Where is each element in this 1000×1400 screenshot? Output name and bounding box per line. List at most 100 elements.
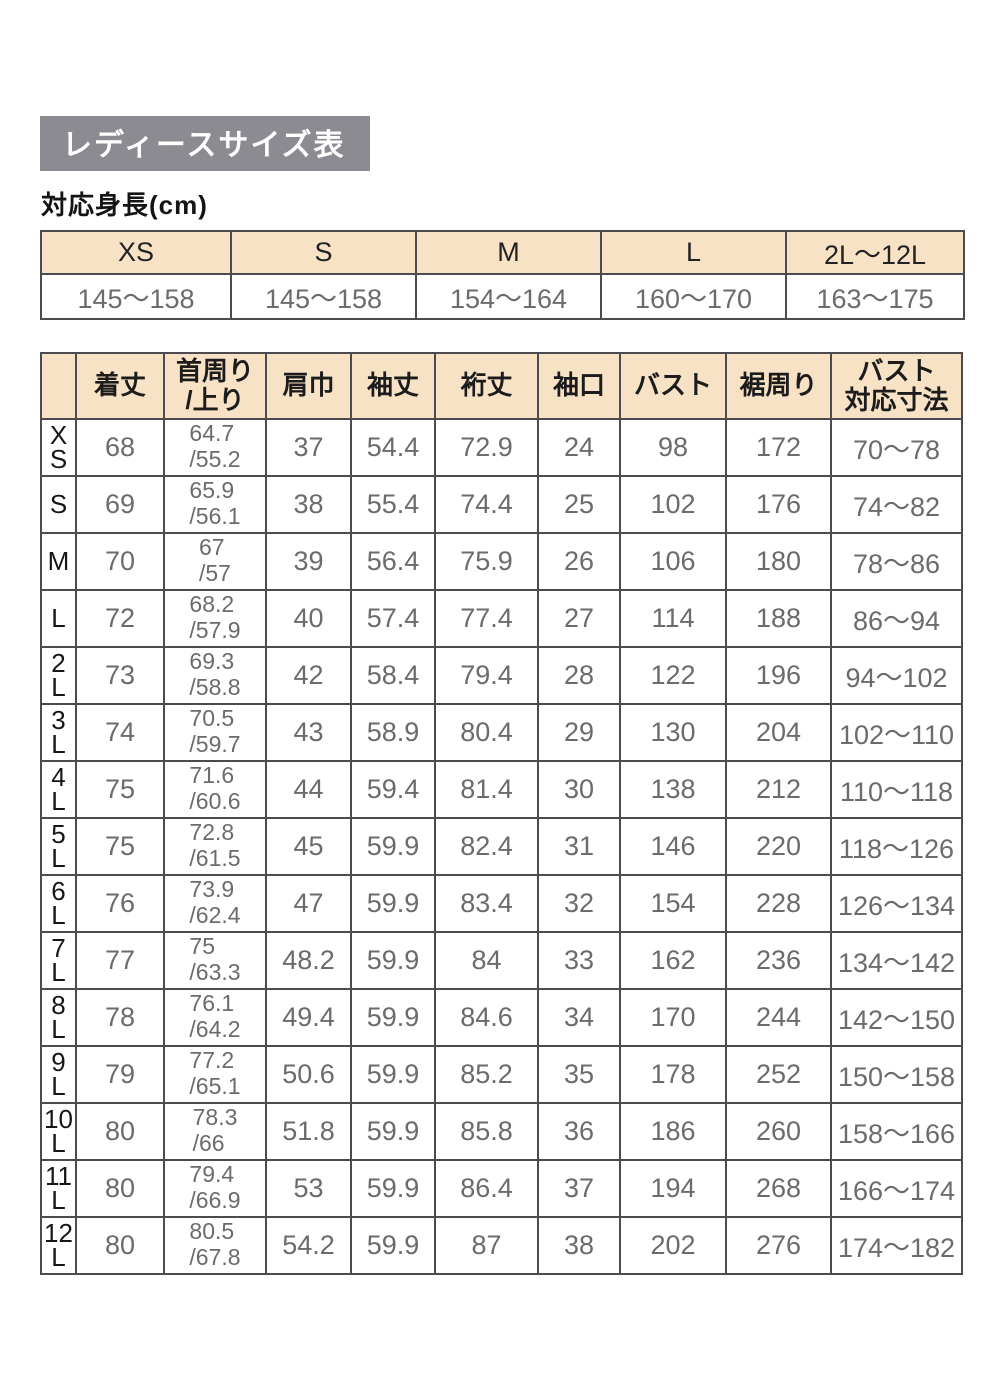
row-size-label: M xyxy=(40,532,77,591)
size-table-body: X S 68 64.7 /55.2 37 54.4 72.9 24 98 172 70～78 S 69… xyxy=(40,418,963,1275)
size-value: 59.9 xyxy=(350,1159,436,1218)
neck-value: 64.7 /55.2 xyxy=(189,420,241,472)
size-value: 73.9 /62.4 xyxy=(163,874,267,933)
row-size-label: 5 L xyxy=(40,817,77,876)
size-value: 78.3 /66 xyxy=(163,1102,267,1161)
size-value: 166～174 xyxy=(830,1159,963,1218)
row-size-label: 12 L xyxy=(40,1216,77,1275)
size-value: 74～82 xyxy=(830,475,963,534)
size-col-header-8: 裾周り xyxy=(725,352,832,420)
height-col-header-0: XS xyxy=(40,230,232,275)
size-value: 75 xyxy=(75,817,165,876)
size-value: 80 xyxy=(75,1216,165,1275)
size-value: 106 xyxy=(619,532,727,591)
size-col-header-4: 袖丈 xyxy=(350,352,436,420)
neck-value: 69.3 /58.8 xyxy=(189,648,241,700)
size-value: 42 xyxy=(265,646,352,705)
row-size-label: S xyxy=(40,475,77,534)
size-value: 54.2 xyxy=(265,1216,352,1275)
size-value: 68 xyxy=(75,418,165,477)
size-value: 186 xyxy=(619,1102,727,1161)
size-value: 53 xyxy=(265,1159,352,1218)
table-row: M 70 67 /57 39 56.4 75.9 26 106 180 78～86 xyxy=(40,532,963,591)
size-value: 44 xyxy=(265,760,352,819)
table-row: 5 L 75 72.8 /61.5 45 59.9 82.4 31 146 220 118～126 xyxy=(40,817,963,876)
size-value: 194 xyxy=(619,1159,727,1218)
size-value: 83.4 xyxy=(434,874,539,933)
size-value: 28 xyxy=(537,646,621,705)
size-value: 110～118 xyxy=(830,760,963,819)
size-value: 174～182 xyxy=(830,1216,963,1275)
size-value: 58.9 xyxy=(350,703,436,762)
size-value: 54.4 xyxy=(350,418,436,477)
height-col-header-4: 2L～12L xyxy=(785,230,965,275)
size-value: 35 xyxy=(537,1045,621,1104)
size-value: 72.9 xyxy=(434,418,539,477)
neck-value: 73.9 /62.4 xyxy=(189,876,241,928)
size-value: 34 xyxy=(537,988,621,1047)
size-value: 79.4 xyxy=(434,646,539,705)
size-value: 220 xyxy=(725,817,832,876)
size-value: 50.6 xyxy=(265,1045,352,1104)
size-value: 268 xyxy=(725,1159,832,1218)
size-value: 138 xyxy=(619,760,727,819)
size-value: 70～78 xyxy=(830,418,963,477)
size-value: 126～134 xyxy=(830,874,963,933)
size-corner-header xyxy=(40,352,77,420)
size-value: 37 xyxy=(537,1159,621,1218)
size-value: 36 xyxy=(537,1102,621,1161)
size-value: 59.4 xyxy=(350,760,436,819)
table-row: 6 L 76 73.9 /62.4 47 59.9 83.4 32 154 228 126～134 xyxy=(40,874,963,933)
size-col-header-6: 袖口 xyxy=(537,352,621,420)
size-value: 70 xyxy=(75,532,165,591)
size-value: 49.4 xyxy=(265,988,352,1047)
size-value: 59.9 xyxy=(350,988,436,1047)
neck-value: 67 /57 xyxy=(199,534,231,586)
size-value: 188 xyxy=(725,589,832,648)
size-value: 24 xyxy=(537,418,621,477)
row-size-label: L xyxy=(40,589,77,648)
size-value: 38 xyxy=(265,475,352,534)
height-value-1: 145～158 xyxy=(230,273,417,320)
size-value: 59.9 xyxy=(350,1045,436,1104)
size-value: 38 xyxy=(537,1216,621,1275)
size-value: 40 xyxy=(265,589,352,648)
height-col-header-2: M xyxy=(415,230,602,275)
height-table-value-row: 145～158 145～158 154～164 160～170 163～175 xyxy=(40,273,965,320)
size-value: 29 xyxy=(537,703,621,762)
size-value: 150～158 xyxy=(830,1045,963,1104)
size-value: 80.4 xyxy=(434,703,539,762)
size-value: 202 xyxy=(619,1216,727,1275)
size-value: 87 xyxy=(434,1216,539,1275)
size-col-header-7: バスト xyxy=(619,352,727,420)
table-row: 11 L 80 79.4 /66.9 53 59.9 86.4 37 194 268 166～17… xyxy=(40,1159,963,1218)
neck-value: 72.8 /61.5 xyxy=(189,819,241,871)
row-size-label: 8 L xyxy=(40,988,77,1047)
size-value: 85.8 xyxy=(434,1102,539,1161)
size-value: 162 xyxy=(619,931,727,990)
size-value: 37 xyxy=(265,418,352,477)
size-col-header-1: 着丈 xyxy=(75,352,165,420)
table-row: 12 L 80 80.5 /67.8 54.2 59.9 87 38 202 276 174～18… xyxy=(40,1216,963,1275)
size-value: 79.4 /66.9 xyxy=(163,1159,267,1218)
size-value: 98 xyxy=(619,418,727,477)
size-value: 146 xyxy=(619,817,727,876)
size-table: 着丈 首周り /上り 肩巾 袖丈 裄丈 袖口 バスト 裾周り バスト 対応寸法 X S 68 64.… xyxy=(40,352,963,1275)
table-row: 7 L 77 75 /63.3 48.2 59.9 84 33 162 236 134～142 xyxy=(40,931,963,990)
row-size-label: 6 L xyxy=(40,874,77,933)
size-value: 260 xyxy=(725,1102,832,1161)
row-size-label: 3 L xyxy=(40,703,77,762)
row-size-label: 4 L xyxy=(40,760,77,819)
size-value: 196 xyxy=(725,646,832,705)
size-value: 64.7 /55.2 xyxy=(163,418,267,477)
neck-value: 68.2 /57.9 xyxy=(189,591,241,643)
size-value: 84.6 xyxy=(434,988,539,1047)
size-value: 31 xyxy=(537,817,621,876)
size-value: 69 xyxy=(75,475,165,534)
size-value: 70.5 /59.7 xyxy=(163,703,267,762)
size-value: 85.2 xyxy=(434,1045,539,1104)
size-value: 130 xyxy=(619,703,727,762)
row-size-label: 9 L xyxy=(40,1045,77,1104)
size-value: 45 xyxy=(265,817,352,876)
size-value: 154 xyxy=(619,874,727,933)
